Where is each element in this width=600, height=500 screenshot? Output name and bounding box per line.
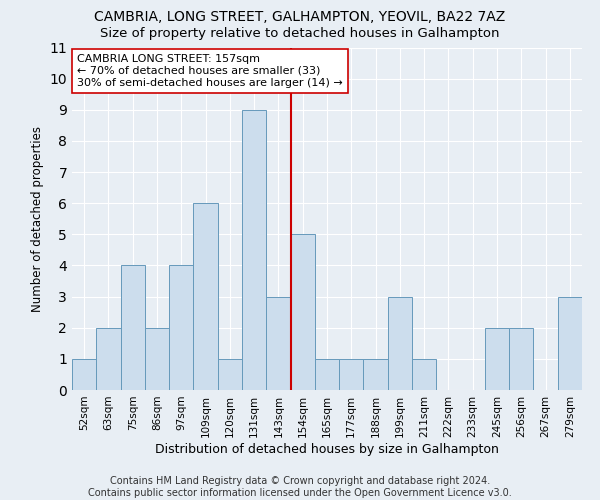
Bar: [558, 296, 582, 390]
Bar: [121, 266, 145, 390]
Text: CAMBRIA, LONG STREET, GALHAMPTON, YEOVIL, BA22 7AZ: CAMBRIA, LONG STREET, GALHAMPTON, YEOVIL…: [94, 10, 506, 24]
Text: Size of property relative to detached houses in Galhampton: Size of property relative to detached ho…: [100, 28, 500, 40]
Bar: [96, 328, 121, 390]
Bar: [364, 359, 388, 390]
Bar: [72, 359, 96, 390]
Bar: [290, 234, 315, 390]
Bar: [339, 359, 364, 390]
Y-axis label: Number of detached properties: Number of detached properties: [31, 126, 44, 312]
Bar: [315, 359, 339, 390]
Text: Contains HM Land Registry data © Crown copyright and database right 2024.
Contai: Contains HM Land Registry data © Crown c…: [88, 476, 512, 498]
Bar: [169, 266, 193, 390]
Bar: [218, 359, 242, 390]
Bar: [412, 359, 436, 390]
Text: CAMBRIA LONG STREET: 157sqm
← 70% of detached houses are smaller (33)
30% of sem: CAMBRIA LONG STREET: 157sqm ← 70% of det…: [77, 54, 343, 88]
Bar: [509, 328, 533, 390]
Bar: [266, 296, 290, 390]
Bar: [242, 110, 266, 390]
Bar: [145, 328, 169, 390]
Bar: [388, 296, 412, 390]
Bar: [193, 203, 218, 390]
X-axis label: Distribution of detached houses by size in Galhampton: Distribution of detached houses by size …: [155, 442, 499, 456]
Bar: [485, 328, 509, 390]
